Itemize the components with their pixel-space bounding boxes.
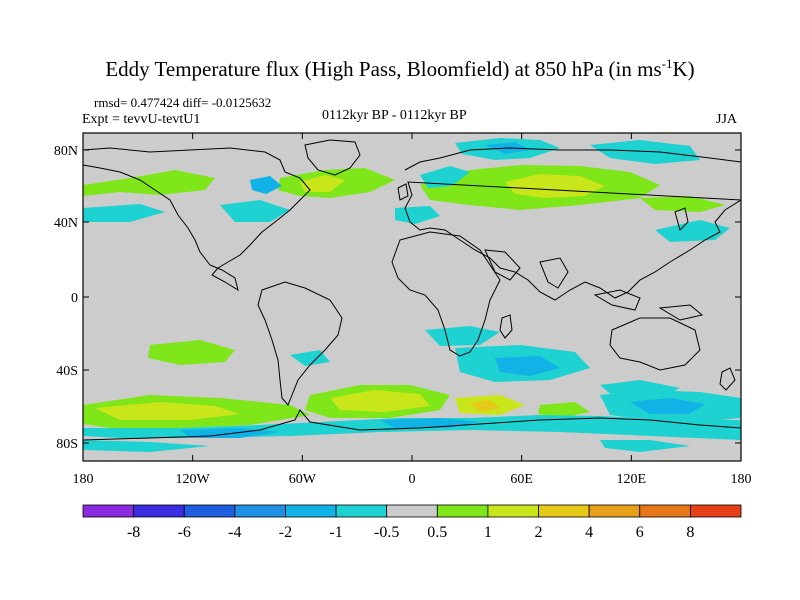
experiment-label: Expt = tevvU-tevtU1 bbox=[82, 112, 201, 127]
coastline-australia bbox=[609, 317, 701, 371]
colorbar-swatch bbox=[133, 504, 185, 518]
colorbar-swatch bbox=[386, 504, 438, 518]
coastline-new-guinea bbox=[658, 304, 704, 321]
colorbar: -8 -6 -4 -2 -1 -0.5 0.5 1 2 4 6 8 bbox=[82, 504, 742, 541]
contour-positive bbox=[640, 196, 725, 212]
lon-tick-label: 180 bbox=[731, 472, 752, 487]
contour-negative bbox=[290, 350, 330, 366]
colorbar-label: -8 bbox=[127, 524, 140, 541]
colorbar-label: 8 bbox=[686, 524, 694, 541]
contour-negative bbox=[83, 204, 165, 222]
coastline-japan bbox=[674, 207, 689, 231]
contour-positive bbox=[330, 390, 430, 412]
contour-negative bbox=[420, 166, 470, 188]
lon-tick-label: 60E bbox=[510, 472, 533, 487]
season-label: JJA bbox=[716, 112, 738, 127]
period-label: 0112kyr BP - 0112kyr BP bbox=[322, 108, 467, 123]
colorbar-swatch bbox=[588, 504, 641, 518]
colorbar-swatch bbox=[487, 504, 539, 518]
contour-positive bbox=[470, 400, 500, 412]
colorbar-label: 0.5 bbox=[427, 524, 447, 541]
colorbar-swatch bbox=[82, 504, 135, 518]
coastline-se-asia bbox=[593, 289, 641, 311]
contour-negative bbox=[495, 356, 560, 376]
contour-positive bbox=[95, 402, 240, 420]
coastline-north-america bbox=[83, 147, 311, 292]
colorbar-label: 2 bbox=[535, 524, 543, 541]
lon-tick-label: 120W bbox=[176, 472, 211, 487]
coastline-south-america bbox=[257, 281, 343, 406]
contour-positive bbox=[538, 402, 590, 418]
lat-tick-label: 80S bbox=[56, 437, 78, 452]
coastline-antarctica bbox=[83, 409, 741, 441]
coastline-madagascar bbox=[499, 314, 513, 339]
colorbar-swatch bbox=[335, 504, 388, 518]
coastline-uk bbox=[397, 183, 409, 201]
colorbar-swatch bbox=[234, 504, 286, 518]
map-title: Eddy Temperature flux (High Pass, Bloomf… bbox=[105, 56, 695, 81]
lat-tick-label: 0 bbox=[71, 291, 78, 306]
latitude-axis: 80N 40N 0 40S 80S bbox=[54, 144, 741, 452]
contour-negative bbox=[590, 140, 700, 164]
lon-tick-label: 60W bbox=[289, 472, 317, 487]
longitude-axis: 180 120W 60W 0 60E 120E 180 bbox=[73, 133, 752, 487]
colorbar-swatch bbox=[436, 504, 489, 518]
colorbar-swatch bbox=[285, 504, 337, 518]
coastline-greenland bbox=[304, 139, 361, 176]
coastline-new-zealand bbox=[719, 367, 736, 391]
coastline-africa bbox=[391, 231, 501, 357]
contour-positive bbox=[300, 175, 345, 192]
colorbar-label: -1 bbox=[329, 524, 342, 541]
coastline-arabia bbox=[484, 249, 521, 281]
contour-positive bbox=[505, 174, 605, 198]
colorbar-swatch bbox=[689, 504, 742, 518]
contour-negative bbox=[630, 398, 705, 414]
colorbar-swatch bbox=[639, 504, 691, 518]
colorbar-label: 4 bbox=[585, 524, 593, 541]
contour-negative bbox=[600, 440, 690, 452]
colorbar-label: -6 bbox=[178, 524, 191, 541]
colorbar-label: -2 bbox=[279, 524, 292, 541]
colorbar-swatch bbox=[183, 504, 236, 518]
colorbar-swatch bbox=[538, 504, 590, 518]
contour-positive bbox=[83, 170, 215, 196]
coastline-india bbox=[539, 257, 569, 289]
contour-negative bbox=[220, 200, 290, 222]
lat-tick-label: 40N bbox=[54, 216, 78, 231]
lon-tick-label: 120E bbox=[617, 472, 647, 487]
colorbar-label: -4 bbox=[228, 524, 241, 541]
lat-tick-label: 40S bbox=[56, 364, 78, 379]
flux-contours bbox=[83, 138, 741, 452]
stats-text: rmsd= 0.477424 diff= -0.0125632 bbox=[94, 95, 272, 110]
colorbar-label: 6 bbox=[636, 524, 644, 541]
contour-negative bbox=[250, 176, 282, 194]
contour-positive bbox=[148, 340, 235, 365]
coastlines bbox=[83, 139, 741, 441]
colorbar-label: -0.5 bbox=[374, 524, 399, 541]
lon-tick-label: 0 bbox=[409, 472, 416, 487]
contour-negative bbox=[83, 440, 210, 452]
lat-tick-label: 80N bbox=[54, 144, 78, 159]
coastline-eurasia bbox=[404, 147, 741, 301]
lon-tick-label: 180 bbox=[73, 472, 94, 487]
colorbar-label: 1 bbox=[484, 524, 492, 541]
